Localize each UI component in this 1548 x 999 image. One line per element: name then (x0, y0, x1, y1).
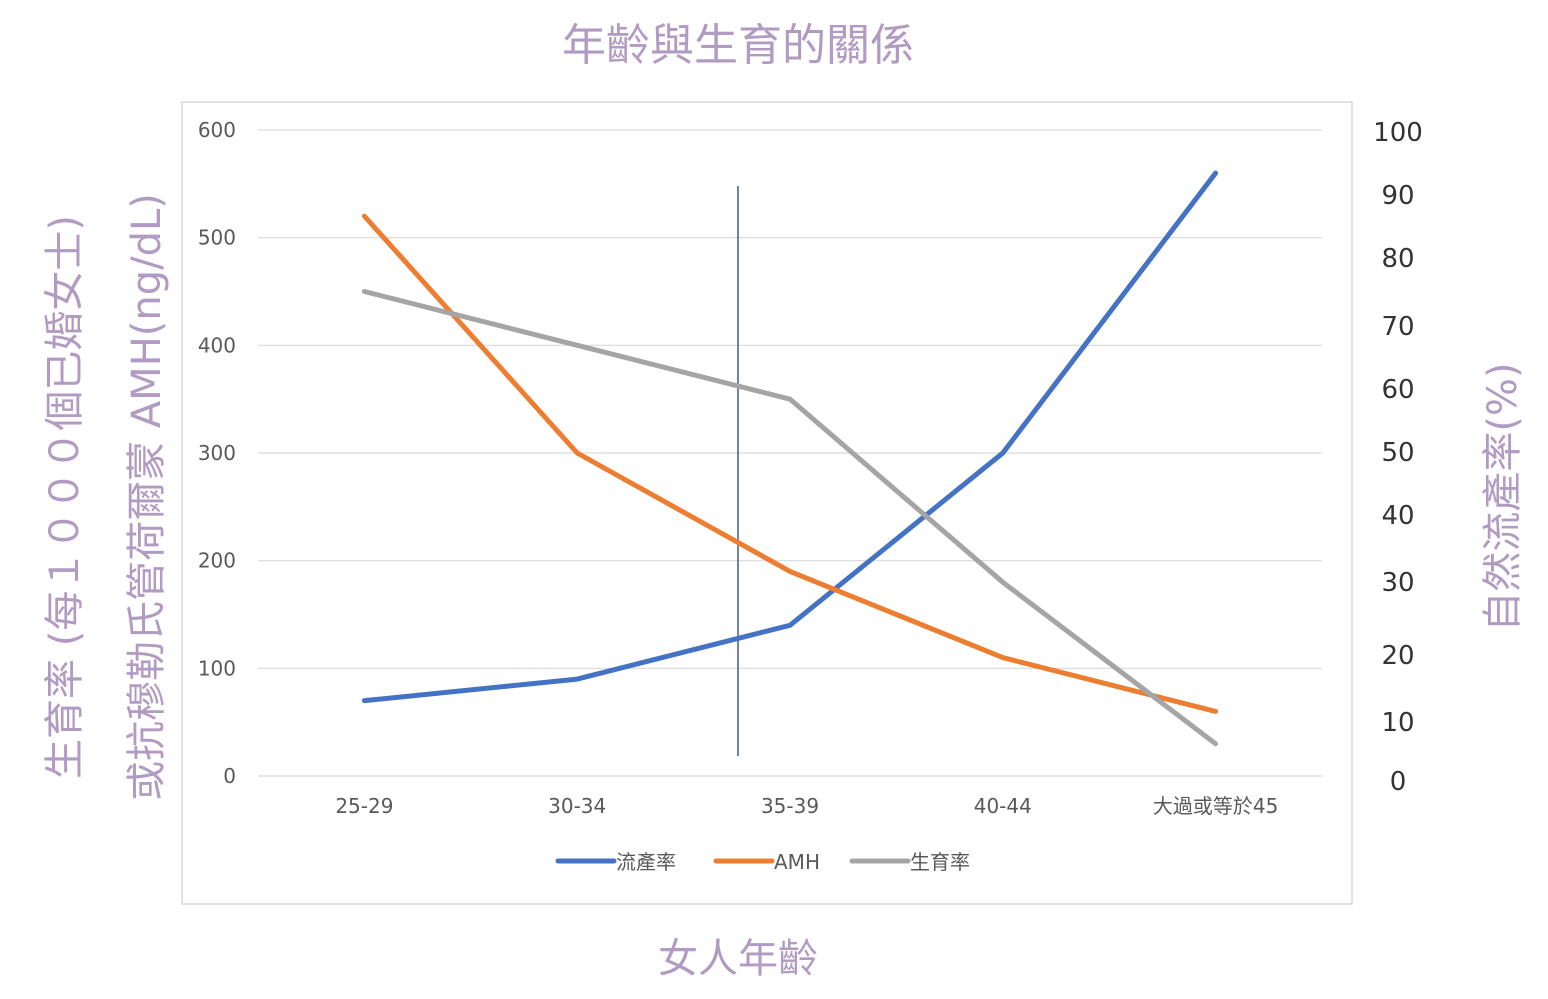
series-group (361, 170, 1219, 747)
right-tick-label: 90 (1381, 181, 1414, 211)
legend: 流產率 AMH 生育率 (555, 850, 970, 874)
right-tick-label: 80 (1381, 244, 1414, 274)
right-tick-label: 30 (1381, 568, 1414, 598)
category-label: 25-29 (335, 794, 393, 818)
left-tick-label: 400 (198, 333, 236, 357)
right-tick-label: 100 (1373, 118, 1423, 148)
legend-label: AMH (774, 850, 820, 874)
category-label: 30-34 (548, 794, 606, 818)
chart-title: 年齡與生育的關係 (562, 20, 914, 71)
right-tick-label: 60 (1381, 375, 1414, 405)
right-tick-label: 50 (1381, 438, 1414, 468)
category-label: 大過或等於45 (1153, 794, 1278, 818)
legend-label: 生育率 (910, 850, 970, 874)
left-tick-label: 300 (198, 441, 236, 465)
right-axis-title: 自然流產率(%) (1480, 362, 1526, 631)
category-label: 40-44 (974, 794, 1032, 818)
left-tick-label: 100 (198, 656, 236, 680)
left-tick-label: 0 (223, 764, 236, 788)
left-axis-ticks: 0 100 200 300 400 500 600 (198, 118, 236, 788)
left-tick-label: 200 (198, 549, 236, 573)
category-label: 35-39 (761, 794, 819, 818)
x-axis-title: 女人年齡 (658, 936, 818, 982)
gridlines (258, 129, 1322, 777)
legend-label: 流產率 (616, 850, 676, 874)
right-tick-label: 70 (1381, 312, 1414, 342)
right-tick-label: 10 (1381, 708, 1414, 738)
plot-frame (181, 101, 1353, 905)
left-tick-label: 600 (198, 118, 236, 142)
left-tick-label: 500 (198, 226, 236, 250)
x-axis-categories: 25-29 30-34 35-39 40-44 大過或等於45 (335, 794, 1278, 818)
left-axis-title-line1: 生育率 (每１０００個已婚女士) (42, 215, 88, 779)
right-tick-label: 20 (1381, 641, 1414, 671)
left-axis-title-line2: 或抗穆勒氏管荷爾蒙 AMH(ng/dL) (124, 193, 170, 801)
right-tick-label: 40 (1381, 501, 1414, 531)
right-tick-label: 0 (1390, 767, 1407, 797)
